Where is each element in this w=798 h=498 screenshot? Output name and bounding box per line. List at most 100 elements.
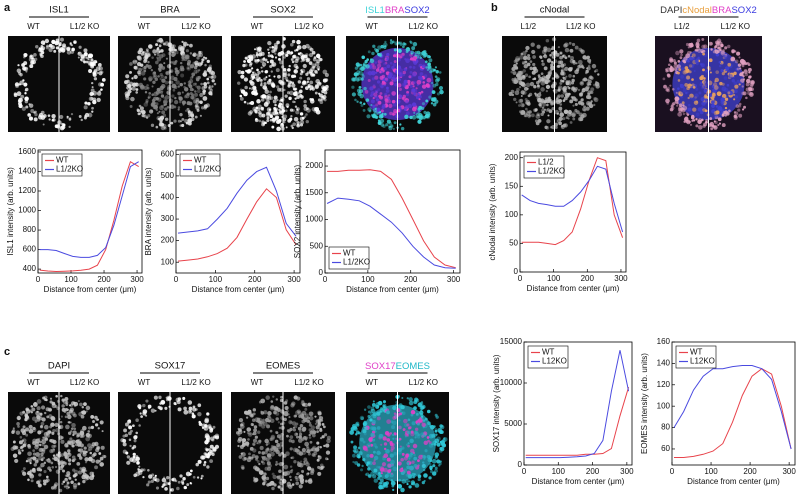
cell bbox=[96, 97, 101, 103]
cell bbox=[702, 52, 705, 56]
cell bbox=[419, 420, 422, 423]
cell bbox=[416, 50, 421, 55]
cell bbox=[370, 104, 373, 107]
cell bbox=[560, 63, 565, 68]
cell bbox=[387, 469, 392, 473]
cell bbox=[40, 421, 45, 426]
cell bbox=[155, 49, 161, 54]
cell bbox=[534, 92, 537, 95]
cell bbox=[428, 476, 432, 480]
cell bbox=[71, 439, 76, 445]
cell bbox=[260, 66, 263, 69]
cell bbox=[145, 399, 149, 403]
cell bbox=[271, 62, 277, 67]
cell bbox=[572, 61, 576, 65]
cell bbox=[65, 403, 69, 407]
cell bbox=[298, 445, 301, 449]
cell bbox=[267, 411, 272, 416]
cell bbox=[32, 402, 38, 407]
cell bbox=[21, 106, 26, 111]
cell bbox=[441, 442, 446, 447]
cell bbox=[590, 90, 594, 94]
cell bbox=[377, 100, 382, 105]
cell bbox=[697, 118, 703, 123]
cell bbox=[703, 44, 708, 49]
cell bbox=[289, 478, 292, 482]
cell bbox=[671, 87, 675, 91]
cell bbox=[385, 448, 390, 454]
cell bbox=[75, 442, 79, 447]
cell bbox=[272, 99, 277, 104]
cell bbox=[413, 453, 416, 457]
cell bbox=[697, 56, 700, 60]
x-axis-label: Distance from center (μm) bbox=[44, 285, 137, 294]
cell bbox=[372, 438, 376, 442]
cell bbox=[534, 119, 539, 123]
cell bbox=[293, 395, 298, 400]
cell bbox=[290, 58, 294, 61]
cell bbox=[68, 125, 71, 128]
cell bbox=[50, 416, 56, 422]
cell bbox=[265, 476, 270, 481]
cell bbox=[194, 92, 198, 97]
cell bbox=[305, 113, 308, 116]
cell bbox=[691, 53, 696, 58]
cell bbox=[289, 475, 292, 479]
cell bbox=[211, 79, 215, 83]
cell bbox=[434, 78, 440, 83]
cell bbox=[356, 88, 361, 93]
cell bbox=[380, 84, 384, 89]
cell bbox=[40, 115, 46, 120]
cell bbox=[52, 448, 56, 451]
x-tick-label: 100 bbox=[547, 274, 561, 283]
cell bbox=[362, 108, 366, 112]
cell bbox=[300, 95, 304, 99]
cell bbox=[382, 124, 386, 129]
cell bbox=[99, 420, 104, 425]
cell bbox=[724, 106, 728, 110]
cell bbox=[675, 50, 680, 56]
cell bbox=[209, 428, 214, 433]
cell bbox=[290, 403, 295, 408]
cell bbox=[301, 81, 306, 86]
cell bbox=[528, 110, 532, 114]
cell bbox=[125, 74, 130, 79]
cell bbox=[557, 94, 561, 98]
y-tick-label: 1000 bbox=[18, 206, 36, 215]
cell bbox=[432, 102, 437, 107]
cell bbox=[166, 105, 170, 109]
cell bbox=[181, 117, 185, 121]
cell bbox=[71, 455, 76, 460]
cell bbox=[99, 462, 105, 467]
cell bbox=[247, 438, 250, 441]
cell bbox=[521, 60, 526, 65]
cell bbox=[545, 38, 550, 43]
cell bbox=[287, 82, 291, 86]
cell bbox=[513, 97, 517, 102]
cell bbox=[167, 84, 172, 90]
cell bbox=[193, 65, 198, 70]
cell bbox=[401, 397, 404, 400]
cell bbox=[186, 107, 190, 111]
cell bbox=[50, 461, 54, 465]
cell bbox=[701, 101, 706, 106]
cell bbox=[421, 106, 425, 111]
cell bbox=[676, 104, 679, 107]
cell bbox=[39, 443, 42, 447]
cell bbox=[157, 75, 160, 78]
cell bbox=[546, 58, 552, 63]
cell bbox=[257, 451, 261, 455]
cell bbox=[556, 112, 559, 115]
title-part: cNodal bbox=[682, 5, 712, 16]
y-tick-label: 120 bbox=[657, 380, 671, 389]
cell bbox=[299, 72, 303, 76]
cell bbox=[550, 48, 553, 51]
series-line bbox=[674, 368, 792, 458]
cell bbox=[172, 88, 176, 92]
cell bbox=[318, 93, 323, 98]
cell bbox=[276, 442, 281, 448]
cell bbox=[431, 90, 436, 95]
cell bbox=[240, 70, 245, 75]
cell bbox=[70, 480, 74, 484]
cell bbox=[733, 81, 738, 86]
